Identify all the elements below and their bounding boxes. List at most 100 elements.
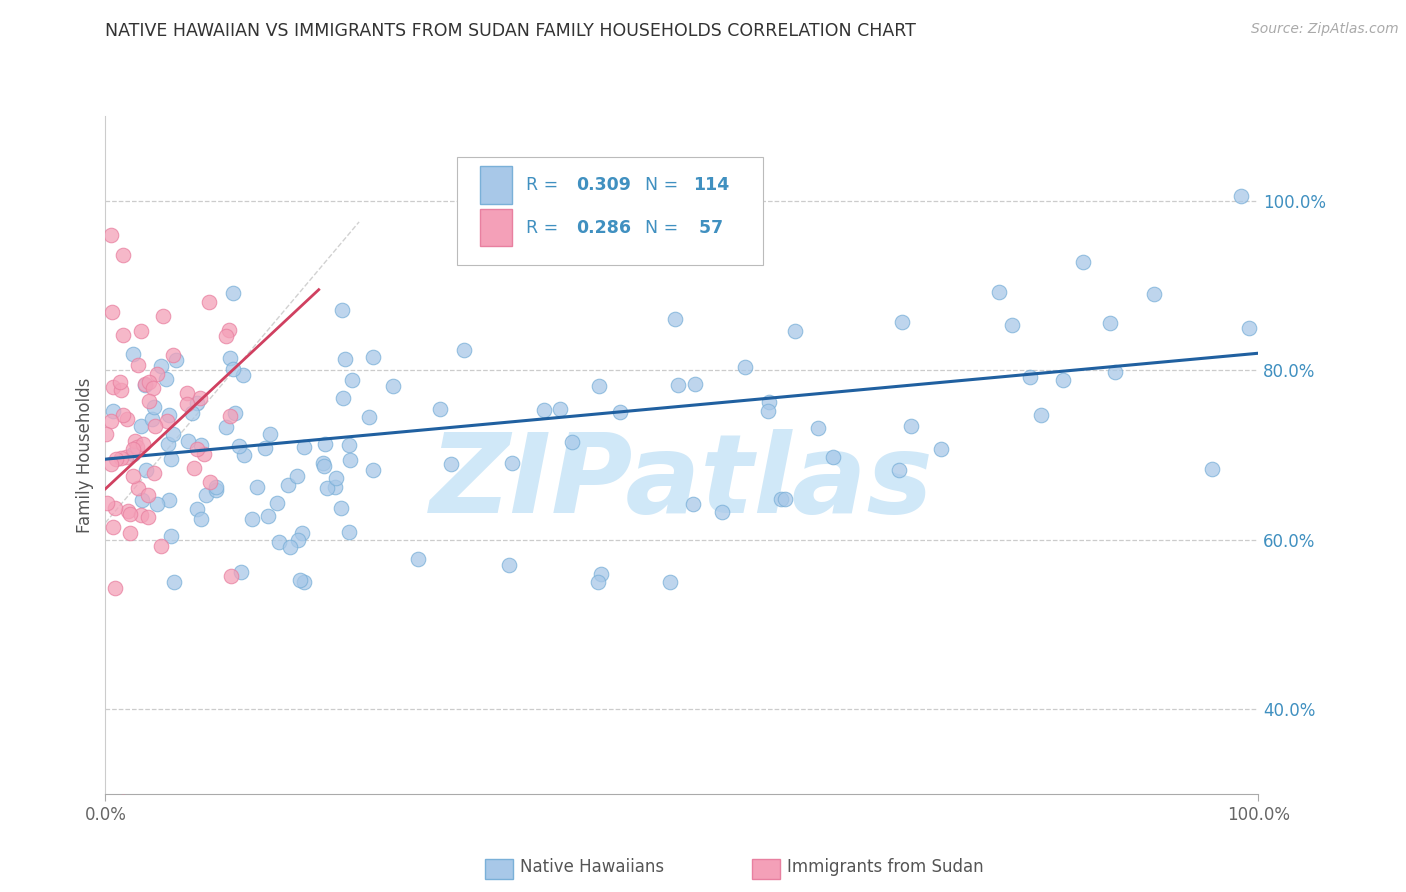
Text: NATIVE HAWAIIAN VS IMMIGRANTS FROM SUDAN FAMILY HOUSEHOLDS CORRELATION CHART: NATIVE HAWAIIAN VS IMMIGRANTS FROM SUDAN… — [105, 22, 917, 40]
Point — [929, 442, 952, 456]
Point — [406, 552, 429, 566]
Text: Immigrants from Sudan: Immigrants from Sudan — [787, 858, 984, 876]
Point — [129, 324, 152, 338]
Text: R =: R = — [526, 219, 564, 236]
Point — [290, 573, 312, 587]
Point — [103, 380, 125, 394]
Point — [783, 324, 806, 338]
Point — [125, 440, 148, 454]
Point — [1031, 408, 1053, 422]
Point — [136, 488, 159, 502]
Point — [104, 451, 127, 466]
Point — [104, 500, 127, 515]
Text: Native Hawaiians: Native Hawaiians — [520, 858, 665, 876]
Point — [163, 574, 186, 589]
Point — [110, 383, 132, 397]
Point — [162, 427, 184, 442]
Point — [127, 481, 149, 495]
Point — [183, 461, 205, 475]
Point — [122, 347, 145, 361]
Point — [685, 376, 707, 391]
Point — [135, 463, 157, 477]
Point — [127, 358, 149, 372]
Point — [108, 375, 131, 389]
Text: 57: 57 — [693, 219, 724, 236]
Point — [710, 505, 733, 519]
Point — [110, 451, 132, 466]
Point — [588, 379, 610, 393]
Point — [292, 574, 315, 589]
Point — [134, 377, 156, 392]
Point — [666, 378, 689, 392]
Point — [330, 303, 353, 318]
Point — [146, 367, 169, 381]
Point — [1099, 316, 1122, 330]
Point — [150, 539, 173, 553]
Point — [337, 524, 360, 539]
Text: N =: N = — [645, 176, 683, 194]
Point — [900, 419, 922, 434]
Point — [111, 796, 134, 810]
Point — [214, 329, 236, 343]
Point — [292, 440, 315, 454]
Point — [176, 397, 198, 411]
Point — [586, 574, 609, 589]
Point — [155, 372, 177, 386]
Point — [361, 463, 384, 477]
Point — [664, 312, 686, 326]
Point — [117, 504, 139, 518]
FancyBboxPatch shape — [481, 210, 512, 246]
Point — [165, 353, 187, 368]
Point — [277, 478, 299, 492]
Point — [134, 377, 156, 392]
Point — [229, 565, 252, 579]
Point — [136, 509, 159, 524]
Point — [193, 447, 215, 461]
Point — [114, 450, 136, 465]
Point — [501, 456, 523, 470]
Point — [312, 456, 335, 470]
Point — [314, 437, 336, 451]
Point — [120, 507, 142, 521]
Point — [823, 450, 845, 464]
Point — [101, 404, 124, 418]
Point — [316, 481, 339, 495]
Point — [219, 569, 242, 583]
Point — [157, 409, 180, 423]
Point — [149, 359, 172, 373]
Point — [758, 394, 780, 409]
Point — [143, 418, 166, 433]
Point — [152, 309, 174, 323]
Point — [162, 348, 184, 362]
Point — [156, 414, 179, 428]
Point — [770, 491, 793, 506]
Point — [259, 426, 281, 441]
Point — [1143, 286, 1166, 301]
Point — [177, 434, 200, 448]
Point — [132, 437, 155, 451]
Point — [278, 540, 301, 554]
Text: 114: 114 — [693, 176, 730, 194]
Point — [291, 526, 314, 541]
FancyBboxPatch shape — [481, 167, 512, 203]
Point — [96, 496, 118, 510]
Point — [440, 458, 463, 472]
Point — [186, 502, 208, 516]
Point — [314, 459, 336, 474]
Point — [222, 362, 245, 376]
Point — [111, 409, 134, 423]
Point — [266, 496, 288, 510]
Point — [157, 437, 180, 451]
Point — [339, 453, 361, 467]
Point — [205, 483, 228, 497]
Point — [146, 497, 169, 511]
Point — [1201, 461, 1223, 475]
Point — [180, 406, 202, 420]
Point — [101, 305, 124, 319]
Point — [382, 379, 405, 393]
Point — [186, 442, 208, 456]
Point — [142, 466, 165, 480]
Point — [773, 492, 796, 507]
Point — [222, 285, 245, 300]
Point — [100, 457, 122, 471]
